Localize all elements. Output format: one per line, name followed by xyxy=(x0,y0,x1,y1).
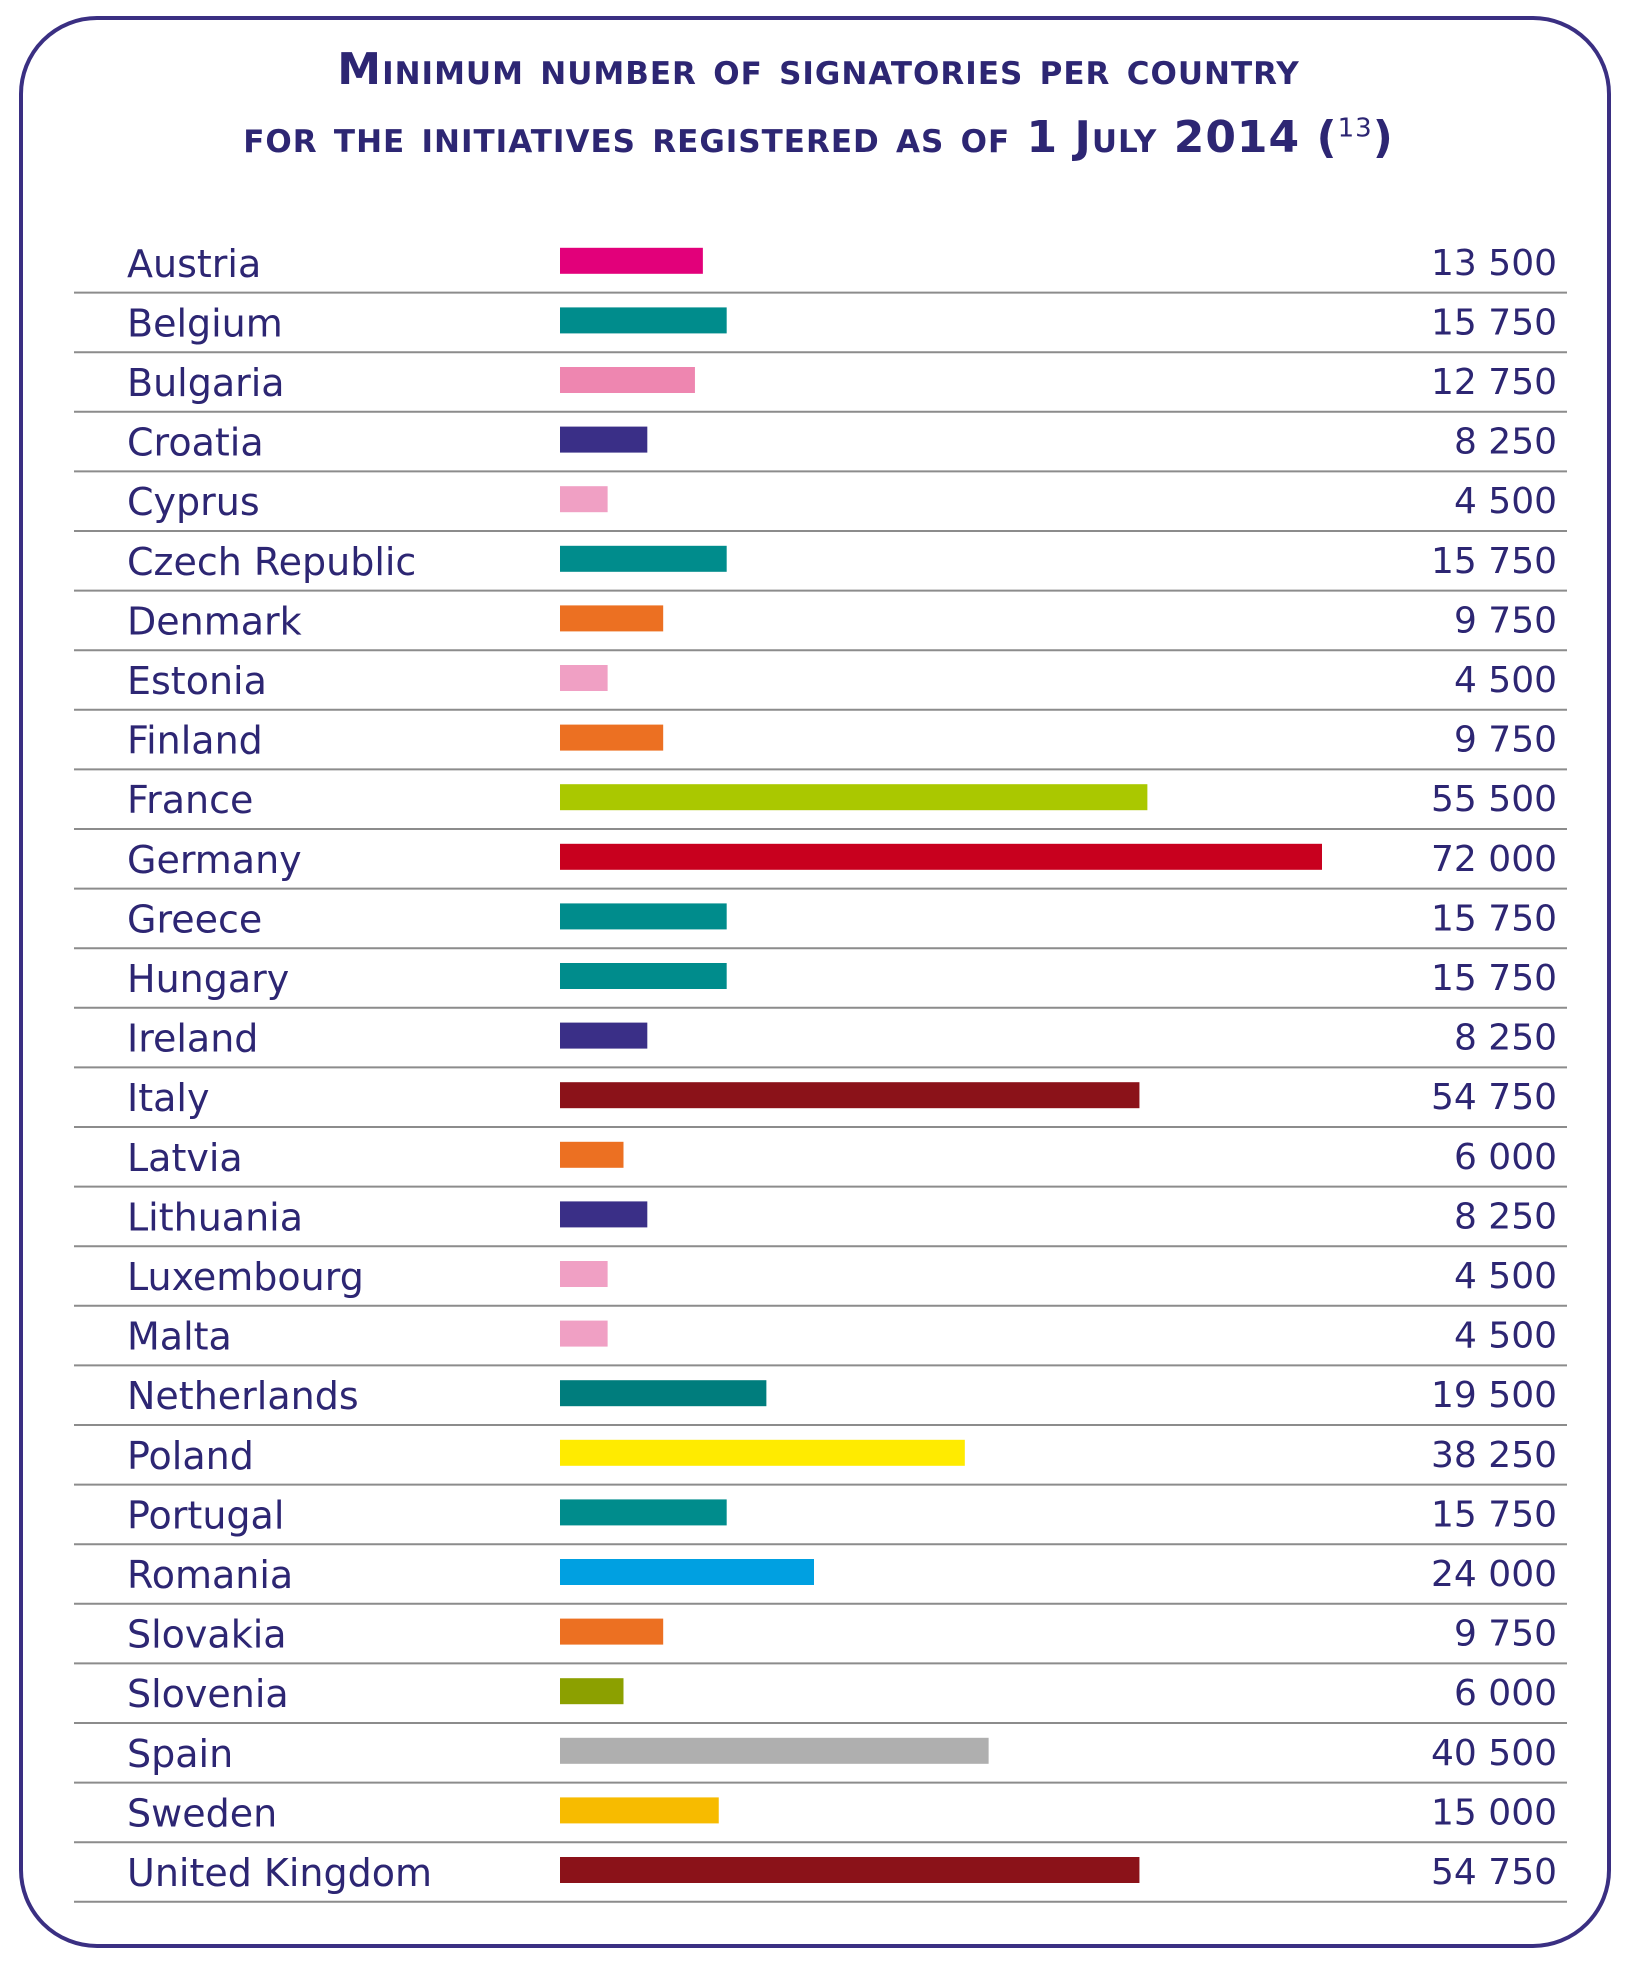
country-label: Luxembourg xyxy=(127,1255,364,1299)
country-label: Italy xyxy=(127,1076,209,1120)
country-label: Cyprus xyxy=(127,480,260,524)
country-label: France xyxy=(127,778,253,822)
country-label: Finland xyxy=(127,719,263,763)
value-label: 8 250 xyxy=(1454,1196,1557,1237)
bar xyxy=(560,1439,965,1466)
value-label: 54 750 xyxy=(1431,1077,1557,1118)
value-label: 15 750 xyxy=(1431,958,1557,999)
country-label: United Kingdom xyxy=(127,1851,432,1895)
country-label: Germany xyxy=(127,838,302,882)
country-label: Portugal xyxy=(127,1493,284,1537)
value-label: 4 500 xyxy=(1454,660,1557,701)
bar xyxy=(560,486,608,513)
country-label: Hungary xyxy=(127,957,289,1001)
bar xyxy=(560,903,727,930)
country-label: Netherlands xyxy=(127,1374,359,1418)
value-label: 8 250 xyxy=(1454,422,1557,463)
value-label: 8 250 xyxy=(1454,1018,1557,1059)
value-label: 4 500 xyxy=(1454,481,1557,522)
bar xyxy=(560,307,727,334)
bar xyxy=(560,665,608,691)
country-label: Sweden xyxy=(127,1791,277,1835)
value-label: 15 750 xyxy=(1431,541,1557,582)
value-label: 9 750 xyxy=(1454,1614,1557,1655)
value-label: 15 750 xyxy=(1431,1494,1557,1535)
value-label: 4 500 xyxy=(1454,1256,1557,1297)
title-close-paren: ) xyxy=(1372,112,1394,163)
bar xyxy=(560,367,695,393)
country-label: Belgium xyxy=(127,301,283,345)
bar xyxy=(560,1022,648,1049)
bar xyxy=(560,1499,727,1526)
bar xyxy=(560,843,1322,870)
value-label: 12 750 xyxy=(1431,362,1557,403)
chart-title-line-1: Minimum number of signatories per countr… xyxy=(60,44,1577,95)
value-label: 24 000 xyxy=(1431,1554,1557,1595)
value-label: 9 750 xyxy=(1454,600,1557,641)
country-label: Croatia xyxy=(127,421,264,465)
bar xyxy=(560,724,664,751)
country-label: Austria xyxy=(127,242,261,286)
country-label: Slovenia xyxy=(127,1672,289,1716)
chart-frame xyxy=(19,16,1611,1948)
title-line-2-text: for the initiatives registered as of 1 J… xyxy=(243,112,1338,163)
bar xyxy=(560,1261,608,1287)
country-label: Romania xyxy=(127,1553,293,1597)
bar xyxy=(560,1141,624,1168)
bar xyxy=(560,963,727,989)
country-label: Ireland xyxy=(127,1017,258,1061)
country-label: Slovakia xyxy=(127,1613,287,1657)
value-label: 6 000 xyxy=(1454,1673,1557,1714)
country-label: Malta xyxy=(127,1315,232,1359)
bar xyxy=(560,1737,989,1764)
country-label: Spain xyxy=(127,1732,233,1776)
bar xyxy=(560,426,648,453)
bar xyxy=(560,784,1148,811)
value-label: 15 750 xyxy=(1431,302,1557,343)
value-label: 72 000 xyxy=(1431,839,1557,880)
bar xyxy=(560,1082,1140,1109)
bar xyxy=(560,1797,719,1824)
title-line-1-text: Minimum number of signatories per countr… xyxy=(337,44,1300,95)
bar xyxy=(560,1201,648,1228)
value-label: 38 250 xyxy=(1431,1435,1557,1476)
bar xyxy=(560,545,727,572)
title-footnote-ref: 13 xyxy=(1337,113,1373,144)
country-label: Denmark xyxy=(127,599,302,643)
bar xyxy=(560,1559,814,1585)
bar xyxy=(560,1618,664,1645)
country-label: Bulgaria xyxy=(127,361,285,405)
value-label: 54 750 xyxy=(1431,1852,1557,1893)
bar xyxy=(560,247,703,274)
country-label: Poland xyxy=(127,1434,254,1478)
bar xyxy=(560,1857,1140,1883)
country-label: Lithuania xyxy=(127,1195,303,1239)
bar xyxy=(560,1380,767,1407)
value-label: 13 500 xyxy=(1431,243,1557,284)
value-label: 40 500 xyxy=(1431,1733,1557,1774)
chart-title-line-2: for the initiatives registered as of 1 J… xyxy=(60,112,1577,163)
bar xyxy=(560,1320,608,1347)
bar xyxy=(560,1678,624,1705)
value-label: 55 500 xyxy=(1431,779,1557,820)
value-label: 9 750 xyxy=(1454,720,1557,761)
country-label: Czech Republic xyxy=(127,540,416,584)
value-label: 15 000 xyxy=(1431,1792,1557,1833)
value-label: 19 500 xyxy=(1431,1375,1557,1416)
value-label: 15 750 xyxy=(1431,898,1557,939)
value-label: 6 000 xyxy=(1454,1137,1557,1178)
country-label: Greece xyxy=(127,897,262,941)
value-label: 4 500 xyxy=(1454,1316,1557,1357)
country-label: Latvia xyxy=(127,1136,243,1180)
bar xyxy=(560,605,664,632)
country-label: Estonia xyxy=(127,659,267,703)
